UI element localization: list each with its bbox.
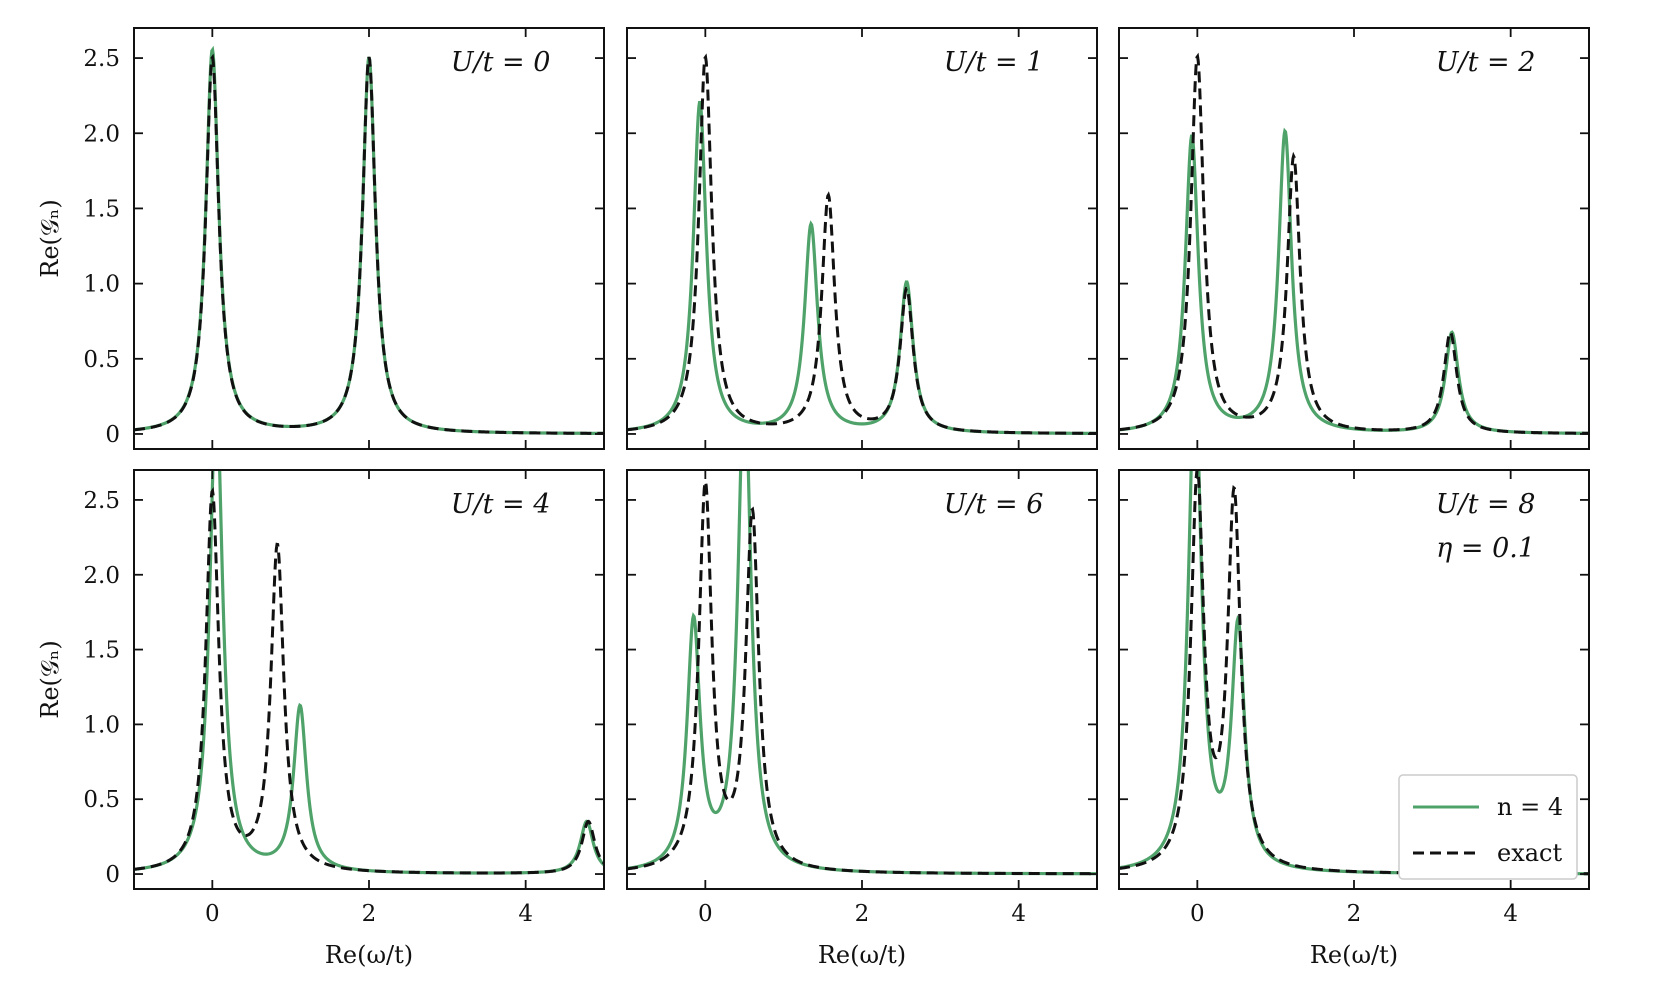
panel-annotation: U/t = 2	[1436, 47, 1536, 78]
y-tick-label: 1.5	[83, 638, 120, 664]
y-tick-label: 1.0	[83, 712, 120, 738]
panel-annotation: U/t = 1	[944, 47, 1044, 78]
x-axis-title: Re(ω/t)	[818, 941, 906, 969]
panels-layer: 0 0.5 1.0 1.5 2.0 2.5 U/t = 0 Re(𝒢ₙ) U/t = 1 U/t …	[36, 27, 1590, 969]
series-line-n4	[627, 100, 1097, 436]
y-tick-label: 2.0	[83, 121, 120, 147]
series-line-exact	[134, 53, 604, 435]
series-line-n4	[134, 470, 604, 875]
x-tick-label: 4	[1503, 901, 1518, 927]
panel-3: U/t = 2	[1118, 27, 1590, 450]
panel-4: 0 2 4 0 0.5 1.0 1.5 2.0 2.5 U/t = 4 Re(ω/t) Re(𝒢ₙ)	[36, 469, 605, 969]
x-tick-label: 0	[698, 901, 713, 927]
x-tick-label: 0	[205, 901, 220, 927]
y-tick-label: 1.5	[83, 196, 120, 222]
y-tick-label: 0.5	[83, 347, 120, 373]
series-line-exact	[134, 486, 604, 875]
panel-5: 0 2 4 U/t = 6 Re(ω/t)	[626, 469, 1098, 969]
x-axis-title: Re(ω/t)	[325, 941, 413, 969]
y-axis-title: Re(𝒢ₙ)	[36, 640, 64, 718]
legend-label: exact	[1497, 839, 1562, 867]
panel-1: 0 0.5 1.0 1.5 2.0 2.5 U/t = 0 Re(𝒢ₙ)	[36, 27, 605, 450]
y-tick-label: 0	[105, 862, 120, 888]
panel-annotation-eta: η = 0.1	[1436, 533, 1535, 564]
y-tick-label: 0.5	[83, 787, 120, 813]
x-axis-title: Re(ω/t)	[1310, 941, 1398, 969]
y-tick-label: 2.5	[83, 46, 120, 72]
series-line-exact	[627, 53, 1097, 435]
x-tick-label: 2	[1347, 901, 1362, 927]
panel-annotation: U/t = 0	[451, 47, 551, 78]
x-tick-label: 2	[362, 901, 377, 927]
legend-label: n = 4	[1497, 793, 1563, 821]
y-tick-label: 2.0	[83, 563, 120, 589]
y-tick-label: 2.5	[83, 488, 120, 514]
series-line-exact	[1119, 52, 1589, 435]
panel-2: U/t = 1	[626, 27, 1098, 450]
panel-annotation: U/t = 6	[944, 489, 1044, 520]
series-line-n4	[1119, 127, 1589, 435]
x-tick-label: 2	[855, 901, 870, 927]
y-axis-title: Re(𝒢ₙ)	[36, 199, 64, 277]
panel-annotation: U/t = 8	[1436, 489, 1536, 520]
x-tick-label: 4	[1011, 901, 1026, 927]
y-tick-label: 0	[105, 422, 120, 448]
legend-box	[1398, 774, 1578, 880]
x-tick-label: 4	[518, 901, 533, 927]
legend: n = 4 exact	[1398, 774, 1578, 880]
series-line-exact	[627, 477, 1097, 876]
series-line-exact	[1119, 470, 1589, 876]
panel-annotation: U/t = 4	[451, 489, 551, 520]
panel-6: 0 2 4 U/t = 8 η = 0.1 Re(ω/t) n = 4 exact	[1118, 469, 1590, 969]
y-tick-label: 1.0	[83, 272, 120, 298]
x-tick-label: 0	[1190, 901, 1205, 927]
